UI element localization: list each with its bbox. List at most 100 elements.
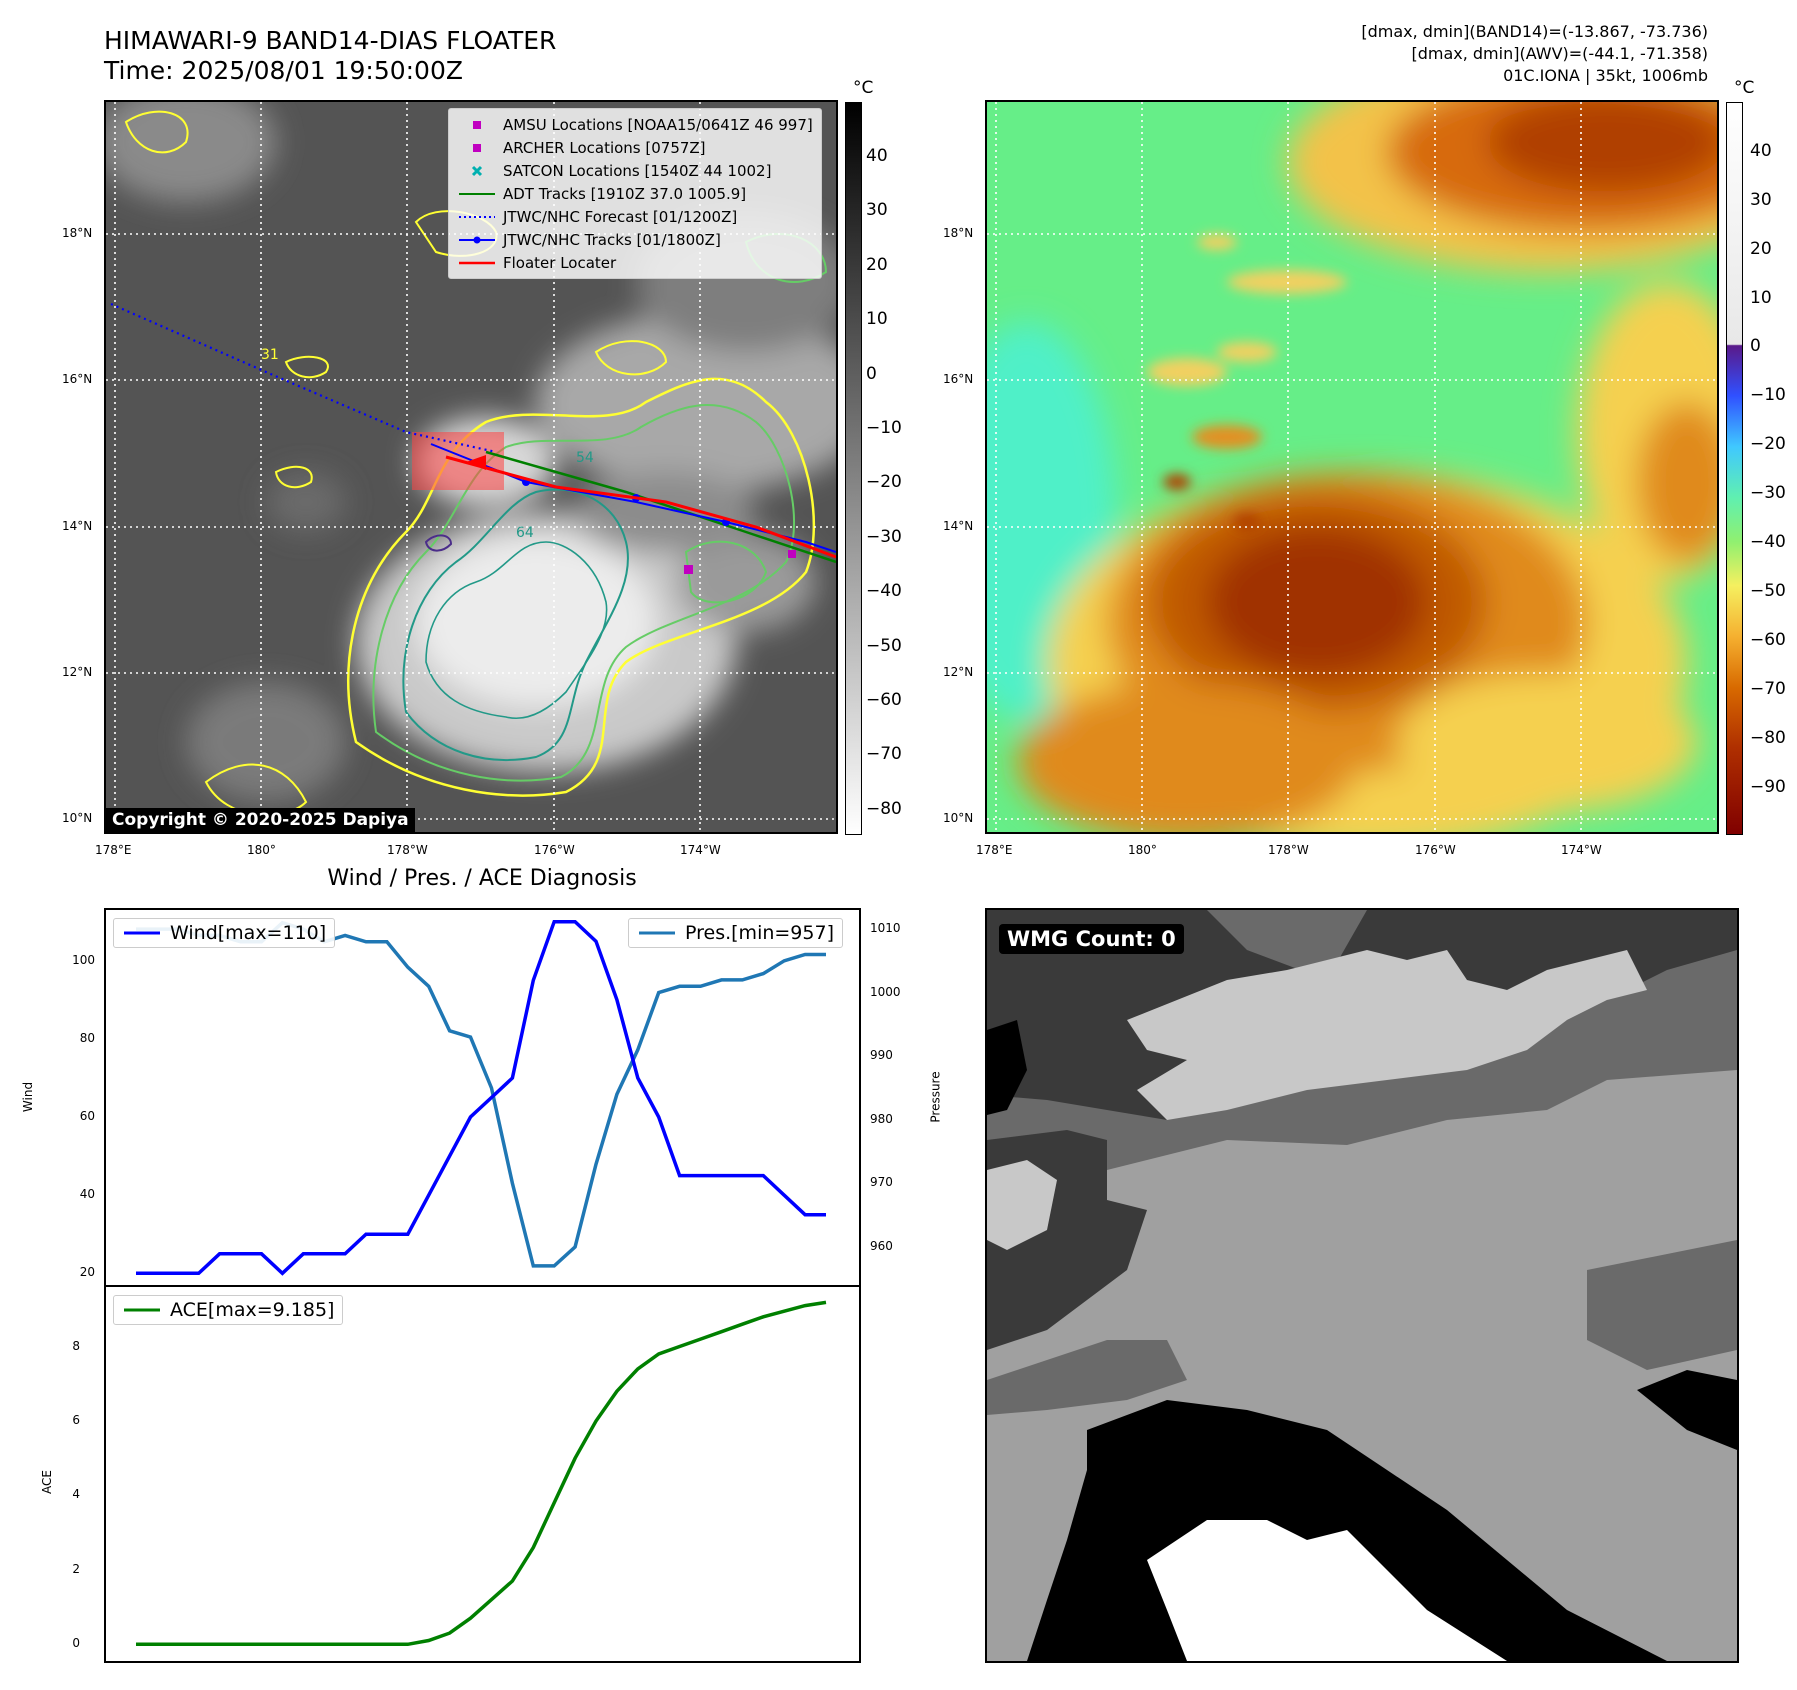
wind-legend: Wind[max=110]: [113, 918, 336, 948]
color-map-image: [987, 102, 1717, 832]
wind-pressure-plot: Wind[max=110] Pres.[min=957]: [104, 908, 861, 1287]
ace-series-line: [136, 1300, 827, 1647]
lat-label: 16°N: [943, 372, 974, 386]
colorbar-tick: −10: [1750, 385, 1786, 405]
wind-tick-label: 80: [79, 1030, 95, 1045]
wind-tick-label: 60: [79, 1109, 95, 1124]
ace-axis-label: ACE: [39, 1470, 54, 1494]
lon-label: 174°W: [1561, 843, 1602, 857]
legend-item: JTWC/NHC Tracks [01/1800Z]: [457, 228, 813, 251]
legend-item: JTWC/NHC Forecast [01/1200Z]: [457, 205, 813, 228]
wind-legend-label: Wind[max=110]: [170, 922, 327, 944]
colorbar-tick: −20: [1750, 434, 1786, 454]
legend-item: AMSU Locations [NOAA15/0641Z 46 997]: [457, 113, 813, 136]
lat-label: 18°N: [943, 226, 974, 240]
wind-tick-label: 100: [72, 952, 95, 967]
ace-plot: ACE[max=9.185]: [104, 1285, 861, 1663]
diagnosis-title: Wind / Pres. / ACE Diagnosis: [327, 866, 637, 891]
colorbar-tick: −30: [1750, 483, 1786, 503]
colorbar-tick: −80: [1750, 728, 1786, 748]
lon-label: 174°W: [680, 843, 721, 857]
forecast-track: [110, 302, 497, 454]
colorbar-tick: −40: [1750, 532, 1786, 552]
pressure-tick-label: 970: [870, 1175, 893, 1190]
amsu-marker: [684, 565, 693, 574]
color-colorbar: [1726, 102, 1743, 835]
colorbar-tick: −80: [866, 799, 902, 819]
archer-marker: [788, 550, 796, 558]
pressure-axis-label: Pressure: [928, 1071, 943, 1123]
lon-label: 178°E: [976, 843, 1013, 857]
copyright-label: Copyright © 2020-2025 Dapiya: [106, 808, 415, 832]
color-map-panel: [985, 100, 1719, 834]
lon-label: 180°: [247, 843, 276, 857]
colorbar-tick: −60: [866, 690, 902, 710]
wind-pressure-svg: [136, 919, 826, 1276]
legend-label: JTWC/NHC Forecast [01/1200Z]: [503, 207, 738, 226]
colorbar-tick: 30: [1750, 190, 1772, 210]
lat-label: 14°N: [943, 519, 974, 533]
colorbar-tick: 10: [1750, 288, 1772, 308]
ir-map-panel: 31 54 64 AMSU Locations [NOAA15/0641Z 46…: [104, 100, 838, 834]
lat-label: 10°N: [943, 811, 974, 825]
pressure-tick-label: 1000: [870, 984, 901, 999]
colorbar-unit: °C: [853, 78, 874, 98]
ace-svg: [136, 1300, 827, 1647]
lat-label: 18°N: [62, 226, 93, 240]
wind-tick-label: 20: [79, 1265, 95, 1280]
wmg-panel: WMG Count: 0: [985, 908, 1739, 1663]
legend-item: ARCHER Locations [0757Z]: [457, 136, 813, 159]
wind-axis-label: Wind: [21, 1081, 36, 1113]
colorbar-tick: −50: [1750, 581, 1786, 601]
line-icon: [457, 260, 497, 266]
legend-item: ADT Tracks [1910Z 37.0 1005.9]: [457, 182, 813, 205]
contour-label: 31: [261, 347, 279, 363]
colorbar-tick: −60: [1750, 630, 1786, 650]
pressure-series-line: [136, 920, 826, 1268]
colorbar-tick: −70: [866, 744, 902, 764]
pressure-tick-label: 990: [870, 1048, 893, 1063]
pressure-line-icon: [639, 931, 675, 935]
colorbar-tick: 40: [866, 146, 888, 166]
pressure-legend-label: Pres.[min=957]: [685, 922, 834, 944]
ace-legend: ACE[max=9.185]: [113, 1295, 344, 1325]
colorbar-tick: −70: [1750, 679, 1786, 699]
lat-label: 16°N: [62, 372, 93, 386]
legend-label: Floater Locater: [503, 253, 617, 272]
colorbar-unit: °C: [1734, 78, 1755, 98]
legend-label: ADT Tracks [1910Z 37.0 1005.9]: [503, 184, 747, 203]
chart-title: HIMAWARI-9 BAND14-DIAS FLOATER: [104, 26, 557, 55]
colorbar-tick: 30: [866, 200, 888, 220]
wmg-count-badge: WMG Count: 0: [999, 924, 1184, 954]
line-dot-icon: [457, 235, 497, 245]
lon-label: 178°E: [95, 843, 132, 857]
lon-label: 180°: [1128, 843, 1157, 857]
ace-legend-label: ACE[max=9.185]: [170, 1299, 335, 1321]
ace-tick-label: 4: [72, 1487, 80, 1502]
colorbar-tick: 10: [866, 309, 888, 329]
info-storm: 01C.IONA | 35kt, 1006mb: [1503, 66, 1708, 85]
colorbar-tick: 40: [1750, 141, 1772, 161]
legend-item: Floater Locater: [457, 251, 813, 274]
lat-label: 12°N: [62, 665, 93, 679]
dotted-line-icon: [457, 214, 497, 220]
square-marker-icon: [457, 142, 497, 154]
chart-time: Time: 2025/08/01 19:50:00Z: [104, 56, 463, 85]
lon-label: 176°W: [534, 843, 575, 857]
colorbar-tick: −50: [866, 636, 902, 656]
pressure-tick-label: 1010: [870, 921, 901, 936]
ace-tick-label: 8: [72, 1338, 80, 1353]
colorbar-tick: −30: [866, 527, 902, 547]
lon-label: 176°W: [1415, 843, 1456, 857]
lat-label: 10°N: [62, 811, 93, 825]
ace-tick-label: 0: [72, 1636, 80, 1651]
colorbar-tick: −90: [1750, 777, 1786, 797]
ace-tick-label: 6: [72, 1412, 80, 1427]
colorbar-tick: 0: [1750, 336, 1761, 356]
info-band14: [dmax, dmin](BAND14)=(-13.867, -73.736): [1361, 22, 1708, 41]
lat-label: 14°N: [62, 519, 93, 533]
lon-label: 178°W: [1268, 843, 1309, 857]
legend-label: AMSU Locations [NOAA15/0641Z 46 997]: [503, 115, 813, 134]
colorbar-tick: 0: [866, 364, 877, 384]
adt-track: [485, 450, 836, 564]
